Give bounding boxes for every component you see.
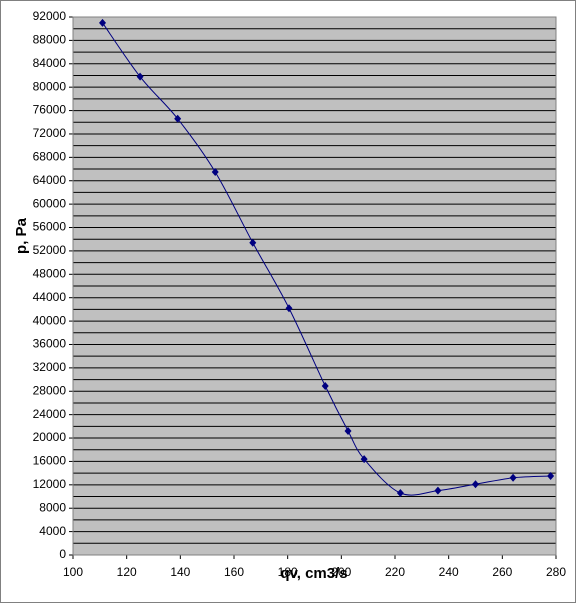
y-tick-label: 88000: [33, 33, 67, 47]
data-point: [396, 489, 404, 498]
y-tick-label: 20000: [33, 430, 67, 444]
y-tick-label: 44000: [33, 290, 67, 304]
series-line: [102, 22, 551, 496]
y-tick-label: 16000: [33, 454, 67, 468]
y-tick-label: 32000: [33, 360, 67, 374]
y-tick-label: 76000: [33, 103, 67, 117]
x-tick-label: 140: [170, 565, 190, 579]
y-tick-label: 60000: [33, 196, 67, 210]
data-point: [99, 18, 107, 27]
x-tick-label: 180: [278, 565, 298, 579]
y-tick-label: 92000: [33, 9, 67, 23]
x-tick-label: 220: [385, 565, 405, 579]
data-point: [285, 304, 293, 313]
x-tick-label: 160: [224, 565, 244, 579]
y-tick-label: 80000: [33, 79, 67, 93]
plot-area: [73, 16, 556, 556]
y-tick-label: 40000: [33, 313, 67, 327]
x-tick-label: 200: [331, 565, 351, 579]
y-tick-label: 84000: [33, 56, 67, 70]
data-point: [321, 381, 329, 390]
x-tick-label: 240: [439, 565, 459, 579]
data-point: [547, 472, 555, 481]
y-tick-label: 36000: [33, 337, 67, 351]
data-point: [136, 72, 144, 81]
x-axis-title: qv, cm3/s: [280, 565, 347, 582]
y-tick-label: 8000: [39, 500, 66, 514]
data-point: [360, 455, 368, 464]
data-point: [211, 167, 219, 176]
data-point: [174, 114, 182, 123]
plot-frame: [72, 16, 557, 556]
y-tick-label: 72000: [33, 126, 67, 140]
y-tick-label: 48000: [33, 266, 67, 280]
y-tick-label: 4000: [39, 524, 66, 538]
data-point: [434, 486, 442, 495]
data-point: [344, 427, 352, 436]
y-tick-label: 56000: [33, 220, 67, 234]
x-tick-label: 260: [492, 565, 512, 579]
y-tick-label: 0: [59, 547, 66, 561]
y-tick-label: 28000: [33, 383, 67, 397]
data-point: [509, 473, 517, 482]
x-tick-label: 100: [63, 565, 83, 579]
data-point: [472, 480, 479, 489]
y-tick-label: 64000: [33, 173, 67, 187]
y-tick-label: 12000: [33, 477, 67, 491]
data-point: [249, 238, 257, 247]
x-tick-label: 280: [546, 565, 566, 579]
y-tick-label: 52000: [33, 243, 67, 257]
y-axis-title: p, Pa: [13, 217, 30, 254]
y-tick-label: 68000: [33, 150, 67, 164]
y-tick-label: 24000: [33, 407, 67, 421]
x-tick-label: 120: [117, 565, 137, 579]
